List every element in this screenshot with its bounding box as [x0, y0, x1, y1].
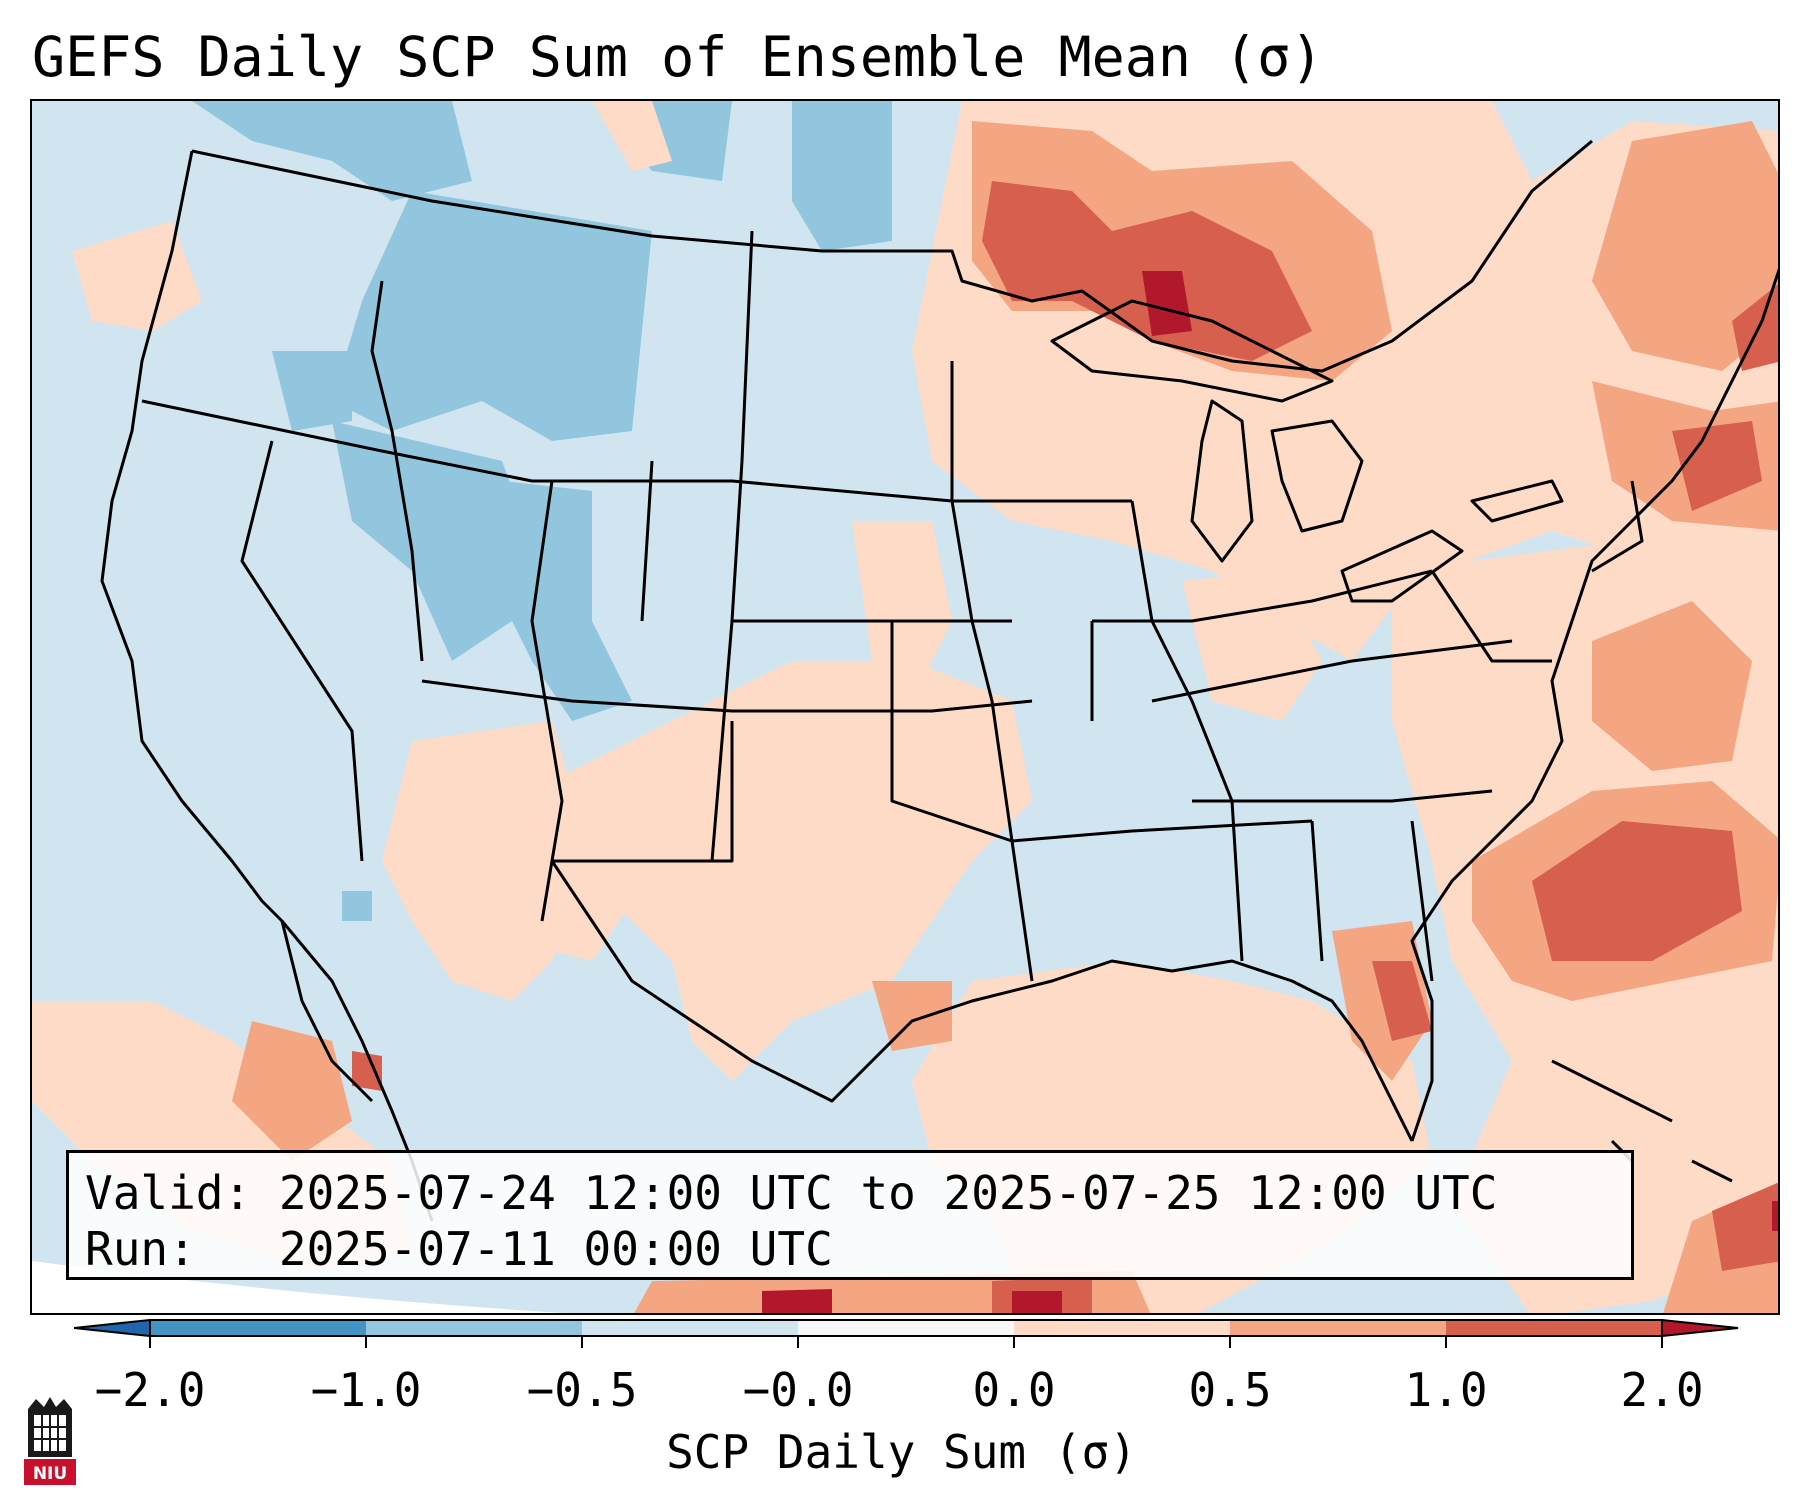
colorbar-tick-label: −0.5: [526, 1363, 638, 1417]
colorbar-tick-label: 0.0: [972, 1363, 1056, 1417]
valid-run-info-box: Valid: 2025-07-24 12:00 UTC to 2025-07-2…: [66, 1150, 1634, 1280]
colorbar-bin-4: [798, 1320, 1014, 1336]
map-canvas: [32, 101, 1778, 1313]
map-panel: [30, 99, 1780, 1315]
colorbar-bin-5: [1014, 1320, 1230, 1336]
positive-anomaly-field-extreme: [762, 271, 1778, 1313]
logo-text: NIU: [33, 1464, 67, 1484]
colorbar: [74, 1318, 1739, 1348]
run-value: 2025-07-11 00:00 UTC: [278, 1222, 833, 1276]
colorbar-bin-2: [366, 1320, 582, 1336]
colorbar-tick-label: 1.0: [1404, 1363, 1488, 1417]
colorbar-arrow-low: [74, 1318, 151, 1338]
plot-title: GEFS Daily SCP Sum of Ensemble Mean (σ): [32, 25, 1324, 89]
colorbar-tick-label: 0.5: [1188, 1363, 1272, 1417]
colorbar-tick-label: −2.0: [94, 1363, 206, 1417]
colorbar-bin-7: [1446, 1320, 1662, 1336]
colorbar-arrow-high: [1661, 1318, 1739, 1338]
valid-label: Valid:: [85, 1166, 252, 1220]
projection-edge: [32, 1261, 564, 1313]
colorbar-ticks: [149, 1336, 1663, 1348]
colorbar-tick-label: −0.0: [742, 1363, 854, 1417]
valid-value: 2025-07-24 12:00 UTC to 2025-07-25 12:00…: [278, 1166, 1498, 1220]
run-time-row: Run: 2025-07-11 00:00 UTC: [85, 1221, 1615, 1277]
colorbar-frame: [149, 1319, 1663, 1337]
colorbar-tick-label: −1.0: [310, 1363, 422, 1417]
negative-anomaly-field: [192, 101, 892, 921]
colorbar-label: SCP Daily Sum (σ): [666, 1425, 1137, 1479]
run-label: Run:: [85, 1222, 196, 1276]
colorbar-bin-1: [150, 1320, 366, 1336]
colorbar-tick-label: 2.0: [1620, 1363, 1704, 1417]
valid-time-row: Valid: 2025-07-24 12:00 UTC to 2025-07-2…: [85, 1165, 1615, 1221]
colorbar-bin-3: [582, 1320, 798, 1336]
niu-logo-icon: NIU: [24, 1397, 76, 1485]
colorbar-bin-6: [1230, 1320, 1446, 1336]
